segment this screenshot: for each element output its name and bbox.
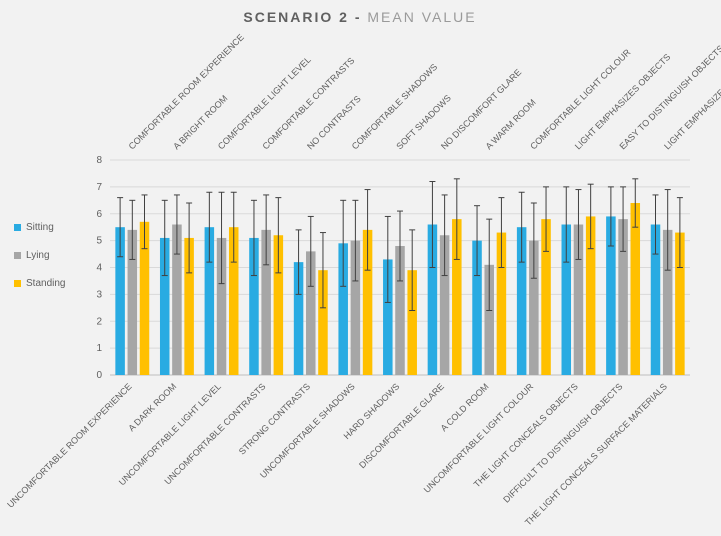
chart-container: SCENARIO 2 - MEAN VALUE 0 1 2 3 4 5 6 7 8 COMFORTA… [0,0,721,536]
legend-swatch [14,280,21,287]
y-tick-label: 2 [96,316,102,327]
y-tick-label: 1 [96,343,102,354]
legend-label: Lying [26,250,50,261]
top-category-label: LIGHT EMPHASIZES OBJECTS [573,52,673,152]
legend-label: Standing [26,278,65,289]
y-tick-label: 8 [96,155,102,166]
legend-swatch [14,224,21,231]
y-tick-label: 4 [96,263,102,274]
chart-title: SCENARIO 2 - MEAN VALUE [243,9,476,25]
top-category-label: COMFORTABLE SHADOWS [350,62,440,152]
legend-swatch [14,252,21,259]
bottom-category-label: UNCOMFORTABLE SHADOWS [258,381,357,480]
top-category-label: COMFORTABLE CONTRASTS [260,55,356,151]
y-tick-label: 0 [96,370,102,381]
y-tick-label: 6 [96,209,102,220]
y-tick-label: 5 [96,236,102,247]
bottom-category-label: DISCOMFORTABLE GLARE [357,381,446,470]
y-tick-label: 7 [96,182,102,193]
chart-svg: SCENARIO 2 - MEAN VALUE 0 1 2 3 4 5 6 7 8 COMFORTA… [0,0,721,536]
bar-standing [631,203,641,375]
top-category-label: COMFORTABLE LIGHT LEVEL [216,55,313,152]
y-tick-label: 3 [96,289,102,300]
top-category-label: NO DISCOMFORT GLARE [439,67,523,151]
legend-label: Sitting [26,222,54,233]
bottom-category-label: UNCOMFORTABLE ROOM EXPERIENCE [5,381,133,509]
